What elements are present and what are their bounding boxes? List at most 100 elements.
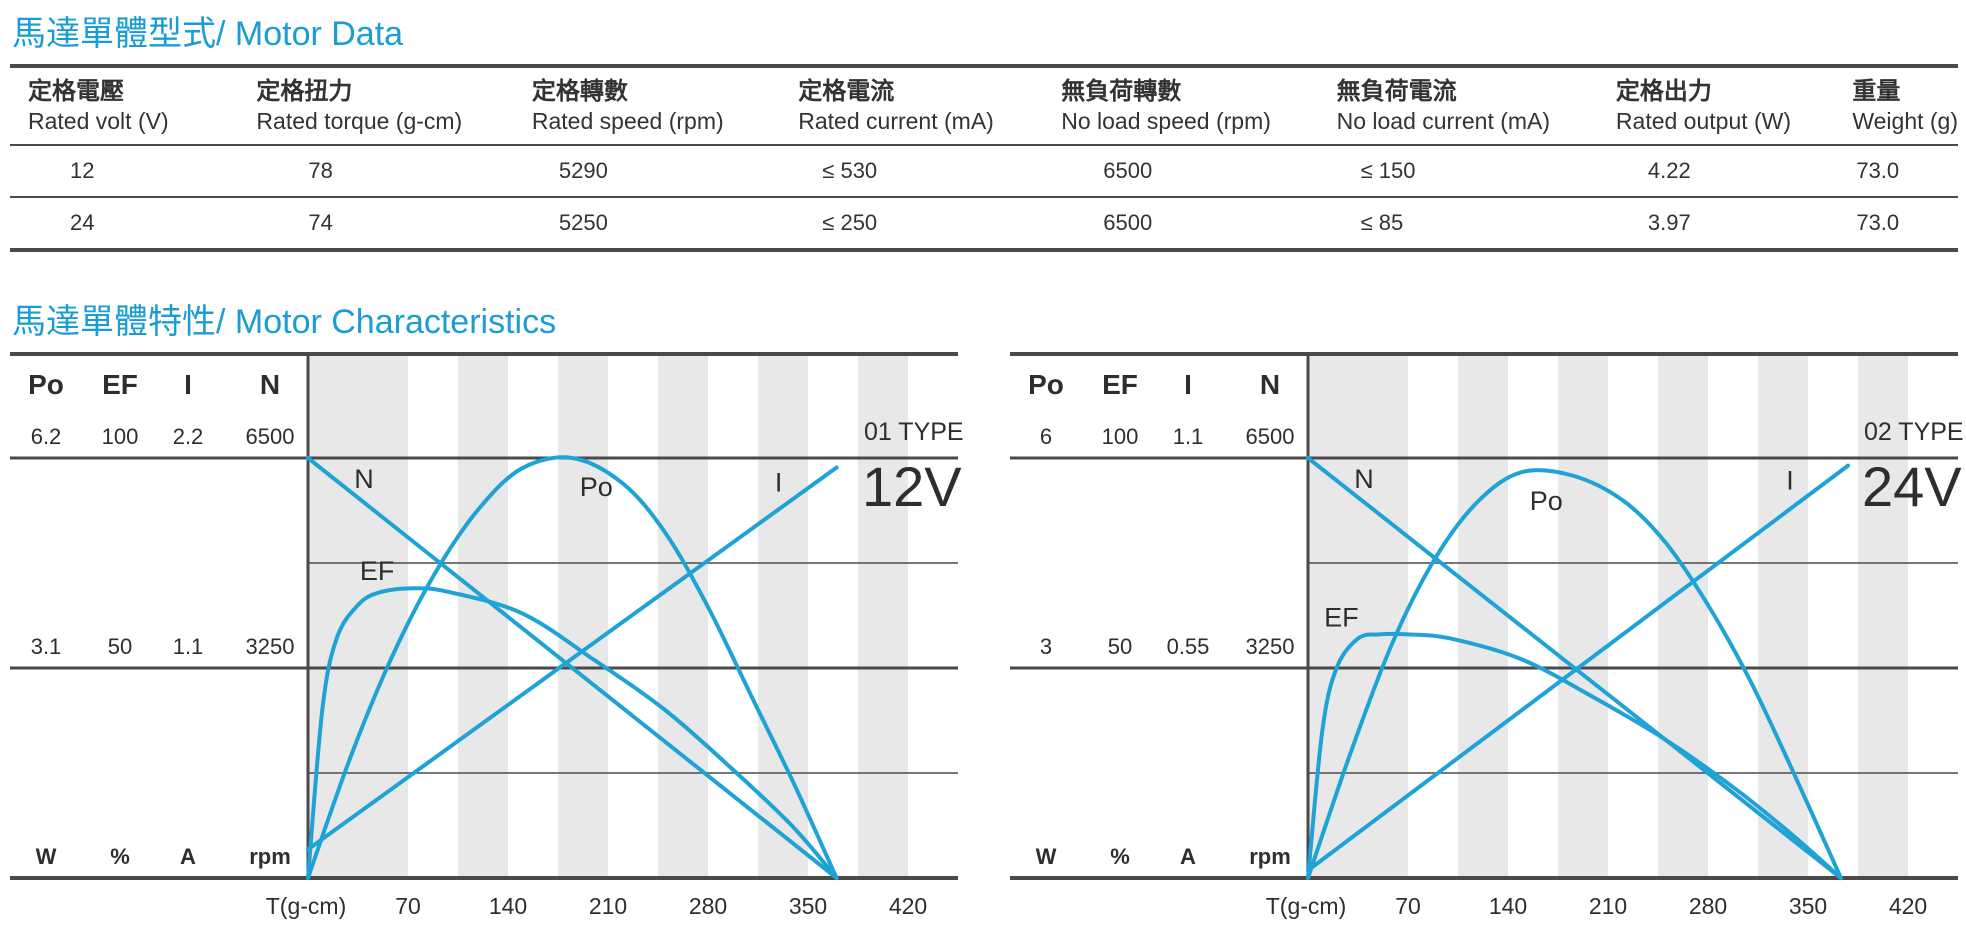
axis-unit-label: rpm xyxy=(249,844,291,869)
table-cell: 6500 xyxy=(1103,210,1153,235)
column-header: 定格電流 Rated current (mA) xyxy=(798,78,994,134)
axis-unit-label: A xyxy=(1180,844,1196,869)
axis-mid-value: 3.1 xyxy=(31,634,62,659)
series-label-ef: EF xyxy=(1324,602,1359,632)
table-row: 24 74 5250 ≤ 250 6500 ≤ 85 3.97 73.0 xyxy=(10,197,1958,250)
table-row: 12 78 5290 ≤ 530 6500 ≤ 150 4.22 73.0 xyxy=(10,145,1958,197)
series-line-i xyxy=(1306,463,1850,873)
series-line-ef xyxy=(306,586,839,880)
type-label: 02 TYPE xyxy=(1864,418,1964,446)
axis-header-label: Po xyxy=(28,369,64,400)
axis-top-value: 1.1 xyxy=(1173,424,1204,449)
series-label-n: N xyxy=(1354,464,1374,494)
axis-mid-value: 0.55 xyxy=(1167,634,1210,659)
series-line-ef xyxy=(1306,631,1843,880)
grid-stripe xyxy=(1458,354,1508,878)
grid-stripe xyxy=(1858,354,1908,878)
grid-stripe xyxy=(1758,354,1808,878)
series-line-i xyxy=(306,465,839,852)
series-label-n: N xyxy=(354,464,374,494)
axis-header-label: EF xyxy=(102,369,138,400)
column-header: 無負荷轉數 No load speed (rpm) xyxy=(1061,78,1271,134)
axis-mid-value: 50 xyxy=(108,634,132,659)
table-header-row: 定格電壓 Rated volt (V) 定格扭力 Rated torque (g-c… xyxy=(10,66,1958,145)
axis-header-label: N xyxy=(1260,369,1280,400)
table-cell: ≤ 250 xyxy=(822,210,878,235)
axis-top-value: 100 xyxy=(102,424,139,449)
table-cell: 78 xyxy=(308,158,333,183)
axis-unit-label: W xyxy=(36,844,57,869)
axis-unit-label: % xyxy=(1110,844,1130,869)
table-cell: 24 xyxy=(70,210,95,235)
table-cell: 5250 xyxy=(558,210,608,235)
column-header: 定格電壓 Rated volt (V) xyxy=(28,78,169,134)
x-tick-label: 350 xyxy=(1789,893,1827,919)
table-cell: 4.22 xyxy=(1647,158,1691,183)
x-tick-label: 420 xyxy=(1889,893,1927,919)
column-header: 定格扭力 Rated torque (g-cm) xyxy=(256,78,463,134)
grid-stripe xyxy=(1558,354,1608,878)
table-cell: ≤ 85 xyxy=(1360,210,1404,235)
axis-unit-label: A xyxy=(180,844,196,869)
table-cell: ≤ 530 xyxy=(822,158,878,183)
series-label-i: I xyxy=(775,468,783,498)
motor-data-title: 馬達單體型式/ Motor Data xyxy=(12,15,404,53)
x-tick-label: 140 xyxy=(1489,893,1527,919)
column-header: 重量 Weight (g) xyxy=(1852,78,1958,134)
grid-stripe xyxy=(1658,354,1708,878)
axis-top-value: 6500 xyxy=(1246,424,1295,449)
series-label-ef: EF xyxy=(360,556,395,586)
type-label: 01 TYPE xyxy=(864,418,964,446)
axis-unit-label: rpm xyxy=(1249,844,1291,869)
grid-stripe xyxy=(358,354,408,878)
table-cell: 74 xyxy=(308,210,333,235)
series-line-po xyxy=(1306,468,1843,880)
motor-characteristics-title: 馬達單體特性/ Motor Characteristics xyxy=(12,303,557,341)
table-cell: 73.0 xyxy=(1856,210,1900,235)
series-label-po: Po xyxy=(580,472,613,502)
voltage-label: 24V xyxy=(1862,455,1962,518)
axis-top-value: 6 xyxy=(1040,424,1052,449)
axis-header-label: Po xyxy=(1028,369,1064,400)
series-line-po xyxy=(306,455,839,880)
axis-mid-value: 50 xyxy=(1108,634,1132,659)
axis-top-value: 6.2 xyxy=(31,424,62,449)
axis-mid-value: 1.1 xyxy=(173,634,204,659)
column-header: 定格轉數 Rated speed (rpm) xyxy=(531,78,724,134)
grid-stripe xyxy=(658,354,708,878)
axis-header-label: I xyxy=(184,369,192,400)
axis-mid-value: 3 xyxy=(1040,634,1052,659)
table-cell: 5290 xyxy=(558,158,608,183)
column-header: 無負荷電流 No load current (mA) xyxy=(1336,78,1551,134)
x-axis-label: T(g-cm) xyxy=(1266,893,1346,919)
axis-header-label: EF xyxy=(1102,369,1138,400)
table-cell: 3.97 xyxy=(1647,210,1691,235)
motor-data-table: 定格電壓 Rated volt (V) 定格扭力 Rated torque (g-c… xyxy=(10,64,1958,252)
column-header: 定格出力 Rated output (W) xyxy=(1615,78,1792,134)
x-tick-label: 210 xyxy=(589,893,627,919)
x-tick-label: 280 xyxy=(1689,893,1727,919)
axis-mid-value: 3250 xyxy=(1246,634,1295,659)
axis-top-value: 100 xyxy=(1102,424,1139,449)
series-line-n xyxy=(306,456,839,880)
series-label-po: Po xyxy=(1530,486,1563,516)
grid-stripe xyxy=(858,354,908,878)
table-cell: ≤ 150 xyxy=(1360,158,1416,183)
x-tick-label: 420 xyxy=(889,893,927,919)
axis-top-value: 2.2 xyxy=(173,424,204,449)
table-cell: 6500 xyxy=(1103,158,1153,183)
x-tick-label: 140 xyxy=(489,893,527,919)
x-axis-label: T(g-cm) xyxy=(266,893,346,919)
x-tick-label: 210 xyxy=(1589,893,1627,919)
series-line-n xyxy=(1306,456,1843,880)
axis-unit-label: % xyxy=(110,844,130,869)
axis-header-label: I xyxy=(1184,369,1192,400)
voltage-label: 12V xyxy=(862,455,962,518)
axis-mid-value: 3250 xyxy=(246,634,295,659)
x-tick-label: 350 xyxy=(789,893,827,919)
axis-header-label: N xyxy=(260,369,280,400)
x-tick-label: 70 xyxy=(1395,893,1421,919)
grid-stripe xyxy=(558,354,608,878)
